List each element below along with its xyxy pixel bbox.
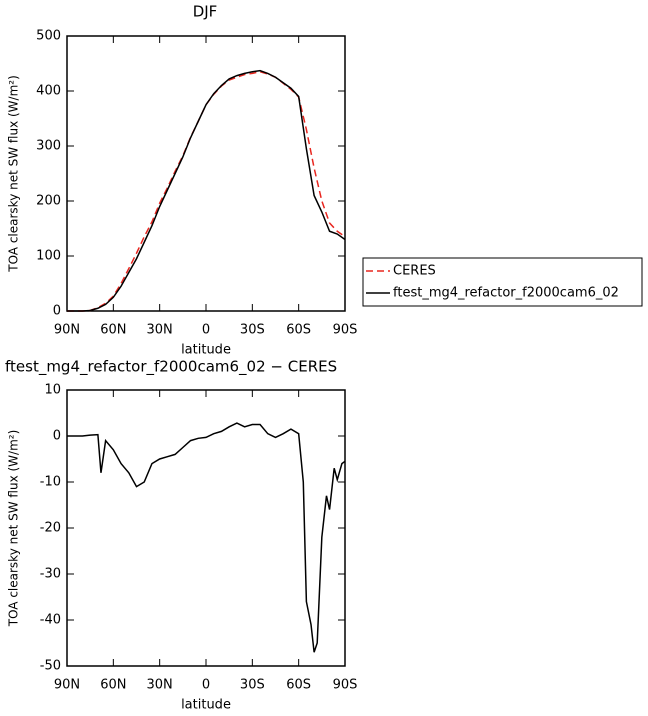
series-line [67, 70, 346, 312]
x-tick-label: 30N [147, 323, 173, 338]
plot-frame [66, 35, 346, 312]
x-tick-label: 90S [333, 323, 358, 338]
y-axis-label: TOA clearsky net SW flux (W/m²) [7, 75, 21, 273]
plot-frame [66, 389, 346, 667]
series-line [67, 422, 346, 653]
y-tick-label: 400 [36, 84, 61, 99]
y-tick-label: 300 [36, 139, 61, 154]
x-tick-label: 60S [286, 323, 311, 338]
x-tick-label: 0 [202, 323, 210, 338]
x-tick-label: 90N [54, 323, 80, 338]
y-tick-label: 0 [53, 304, 61, 319]
y-tick-label: 500 [36, 29, 61, 44]
x-tick-label: 90S [333, 678, 358, 693]
y-tick-label: 10 [44, 383, 61, 398]
chart-title: DJF [193, 3, 218, 21]
y-tick-label: 0 [53, 429, 61, 444]
x-tick-label: 30N [147, 678, 173, 693]
y-tick-label: -20 [40, 521, 61, 536]
y-tick-label: -10 [40, 475, 61, 490]
x-tick-label: 60S [286, 678, 311, 693]
x-tick-label: 60N [100, 323, 126, 338]
y-axis-label: TOA clearsky net SW flux (W/m²) [7, 430, 21, 628]
x-tick-label: 90N [54, 678, 80, 693]
y-tick-label: -50 [40, 659, 61, 674]
x-tick-label: 30S [240, 678, 265, 693]
x-tick-label: 0 [202, 678, 210, 693]
y-tick-label: 200 [36, 194, 61, 209]
x-axis-label: latitude [181, 698, 231, 713]
x-tick-label: 60N [100, 678, 126, 693]
y-tick-label: 100 [36, 249, 61, 264]
legend-box [362, 257, 643, 307]
legend-label: ftest_mg4_refactor_f2000cam6_02 [393, 286, 619, 301]
x-axis-label: latitude [181, 343, 231, 358]
x-tick-label: 30S [240, 323, 265, 338]
series-line [67, 69, 346, 312]
y-tick-label: -40 [40, 613, 61, 628]
y-tick-label: -30 [40, 567, 61, 582]
chart-title: ftest_mg4_refactor_f2000cam6_02 − CERES [5, 358, 337, 377]
legend-label: CERES [393, 264, 436, 279]
